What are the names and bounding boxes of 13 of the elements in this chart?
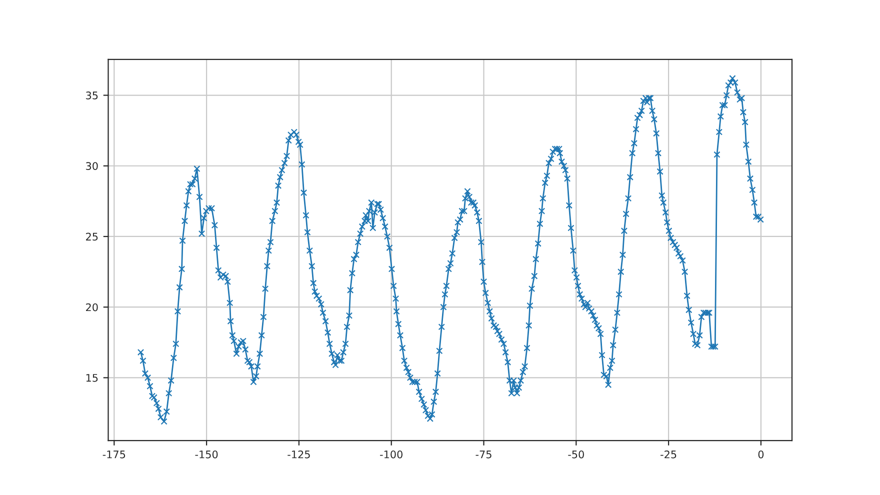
- x-tick-label: -125: [288, 450, 310, 458]
- y-tick-label: 30: [86, 162, 98, 170]
- x-tick-label: 0: [758, 450, 764, 458]
- x-tick-label: -100: [380, 450, 402, 458]
- x-tick-label: -25: [660, 450, 676, 458]
- x-tick-label: -50: [568, 450, 584, 458]
- y-tick-label: 15: [86, 374, 98, 382]
- x-tick-label: -175: [102, 450, 126, 458]
- y-tick-label: 25: [86, 232, 98, 241]
- y-tick-label: 20: [86, 303, 98, 312]
- x-tick-label: -150: [195, 450, 218, 458]
- x-tick-label: -75: [476, 450, 492, 458]
- y-tick-label: 35: [86, 91, 98, 100]
